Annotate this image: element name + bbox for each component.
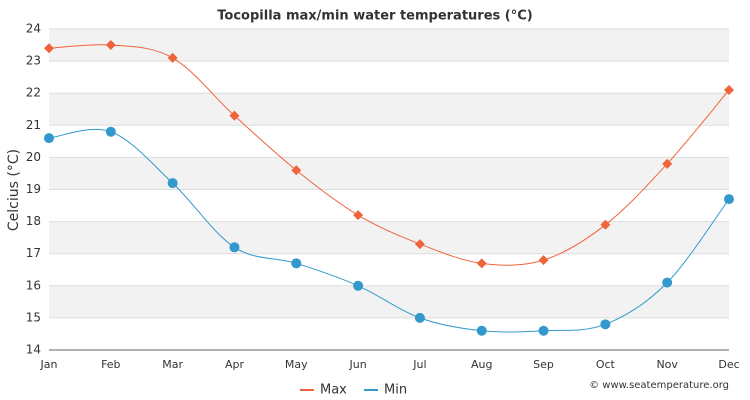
data-point bbox=[229, 242, 240, 253]
grid-band bbox=[49, 221, 729, 254]
grid-band bbox=[49, 29, 729, 62]
y-axis-label: Celcius (°C) bbox=[6, 149, 22, 231]
data-point bbox=[414, 312, 425, 323]
data-point bbox=[44, 43, 54, 54]
data-point bbox=[414, 239, 425, 250]
data-point bbox=[105, 40, 116, 51]
y-tick-label: 17 bbox=[26, 246, 41, 260]
x-tick-label: Dec bbox=[718, 358, 739, 371]
y-tick-label: 20 bbox=[26, 150, 41, 164]
y-tick-label: 21 bbox=[26, 118, 41, 132]
x-tick-label: Jun bbox=[348, 358, 366, 371]
data-point bbox=[167, 178, 178, 189]
x-tick-label: Feb bbox=[101, 358, 120, 371]
data-point bbox=[538, 255, 549, 266]
y-tick-label: 22 bbox=[26, 86, 41, 100]
x-tick-label: Mar bbox=[162, 358, 183, 371]
x-tick-label: Nov bbox=[656, 358, 678, 371]
grid-band bbox=[49, 285, 729, 318]
y-tick-label: 15 bbox=[26, 310, 41, 324]
data-point bbox=[662, 158, 673, 169]
legend-label: Min bbox=[384, 383, 407, 398]
x-tick-label: Aug bbox=[471, 358, 492, 371]
data-point bbox=[724, 84, 734, 95]
data-point bbox=[476, 325, 487, 336]
data-point bbox=[662, 277, 673, 288]
data-point bbox=[105, 126, 116, 137]
series-line bbox=[48, 128, 730, 333]
data-point bbox=[476, 258, 487, 269]
x-tick-label: Sep bbox=[533, 358, 554, 371]
x-tick-label: Oct bbox=[596, 358, 616, 371]
x-tick-label: Jul bbox=[412, 358, 426, 371]
grid-band bbox=[49, 93, 729, 126]
y-tick-label: 16 bbox=[26, 278, 41, 292]
x-tick-label: Apr bbox=[225, 358, 245, 371]
data-point bbox=[600, 219, 611, 230]
chart-title: Tocopilla max/min water temperatures (°C… bbox=[217, 9, 532, 24]
data-point bbox=[291, 165, 302, 176]
y-tick-label: 24 bbox=[26, 22, 41, 36]
data-point bbox=[538, 325, 549, 336]
data-point bbox=[600, 319, 611, 330]
data-point bbox=[724, 194, 734, 205]
legend-label: Max bbox=[320, 383, 347, 398]
data-point bbox=[44, 133, 54, 144]
data-point bbox=[291, 258, 302, 269]
data-point bbox=[353, 280, 364, 291]
x-tick-label: Jan bbox=[40, 358, 58, 371]
data-point bbox=[353, 210, 364, 221]
credit: © www.seatemperature.org bbox=[589, 380, 729, 391]
y-tick-label: 23 bbox=[26, 54, 41, 68]
y-tick-label: 18 bbox=[26, 214, 41, 228]
data-point bbox=[229, 110, 240, 121]
x-tick-label: May bbox=[285, 358, 308, 371]
y-tick-label: 14 bbox=[26, 343, 41, 357]
data-point bbox=[167, 52, 178, 63]
y-tick-label: 19 bbox=[26, 182, 41, 196]
